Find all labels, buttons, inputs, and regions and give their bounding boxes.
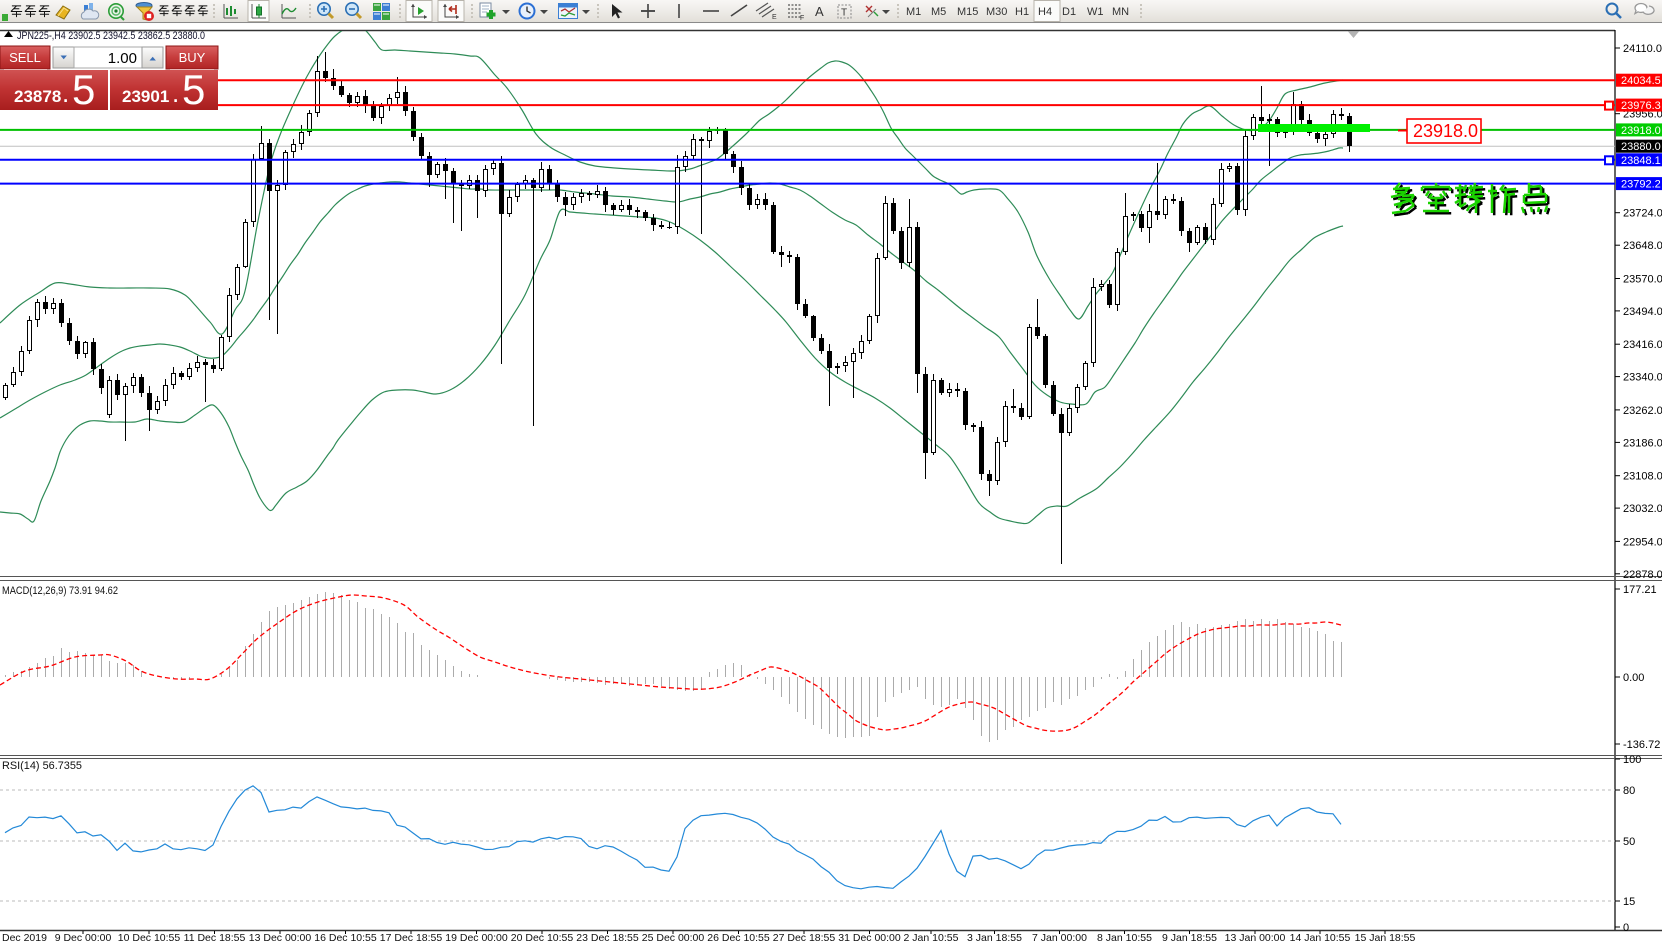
svg-text:W1: W1 — [1087, 6, 1104, 18]
svg-text:9 Dec 00:00: 9 Dec 00:00 — [55, 932, 112, 944]
svg-text:22878.0: 22878.0 — [1623, 569, 1662, 581]
svg-text:17 Dec 18:55: 17 Dec 18:55 — [380, 932, 443, 944]
svg-text:23880.0: 23880.0 — [1621, 141, 1661, 153]
svg-text:27 Dec 18:55: 27 Dec 18:55 — [773, 932, 836, 944]
svg-text:13 Jan 00:00: 13 Jan 00:00 — [1225, 932, 1286, 944]
svg-text:23494.0: 23494.0 — [1623, 306, 1662, 318]
svg-text:MACD(12,26,9) 73.91 94.62: MACD(12,26,9) 73.91 94.62 — [2, 585, 118, 597]
svg-text:23976.3: 23976.3 — [1621, 100, 1661, 112]
svg-text:MN: MN — [1112, 6, 1129, 18]
svg-text:BUY: BUY — [179, 50, 206, 65]
svg-text:23792.2: 23792.2 — [1621, 179, 1661, 191]
svg-text:31 Dec 00:00: 31 Dec 00:00 — [838, 932, 901, 944]
svg-text:23186.0: 23186.0 — [1623, 437, 1662, 449]
svg-text:.: . — [62, 78, 69, 108]
svg-text:23262.0: 23262.0 — [1623, 405, 1662, 417]
svg-text:7 Jan 00:00: 7 Jan 00:00 — [1032, 932, 1087, 944]
svg-text:H1: H1 — [1015, 6, 1029, 18]
svg-text:23918.0: 23918.0 — [1621, 125, 1661, 137]
svg-text:.: . — [172, 78, 179, 108]
svg-text:25 Dec 00:00: 25 Dec 00:00 — [642, 932, 705, 944]
svg-text:Dec 2019: Dec 2019 — [2, 932, 47, 944]
svg-text:E: E — [772, 14, 777, 21]
svg-text:5: 5 — [72, 66, 95, 113]
svg-text:24110.0: 24110.0 — [1623, 43, 1662, 55]
svg-text:3 Jan 18:55: 3 Jan 18:55 — [967, 932, 1022, 944]
svg-text:23878: 23878 — [14, 87, 61, 106]
svg-text:A: A — [815, 4, 824, 19]
svg-text:50: 50 — [1623, 836, 1635, 848]
svg-text:23648.0: 23648.0 — [1623, 240, 1662, 252]
svg-text:T: T — [841, 8, 847, 19]
svg-text:F: F — [800, 15, 804, 22]
svg-text:23724.0: 23724.0 — [1623, 208, 1662, 220]
svg-text:M15: M15 — [957, 6, 978, 18]
svg-text:23032.0: 23032.0 — [1623, 503, 1662, 515]
svg-text:80: 80 — [1623, 785, 1635, 797]
svg-text:20 Dec 10:55: 20 Dec 10:55 — [511, 932, 574, 944]
svg-text:23901: 23901 — [122, 87, 169, 106]
svg-text:177.21: 177.21 — [1623, 584, 1657, 596]
svg-text:M1: M1 — [906, 6, 921, 18]
svg-text:23416.0: 23416.0 — [1623, 339, 1662, 351]
svg-text:D1: D1 — [1062, 6, 1076, 18]
svg-text:RSI(14) 56.7355: RSI(14) 56.7355 — [2, 760, 82, 772]
svg-text:23 Dec 18:55: 23 Dec 18:55 — [576, 932, 639, 944]
svg-text:JPN225-,H4 23902.5 23942.5 23: JPN225-,H4 23902.5 23942.5 23862.5 23880… — [17, 30, 205, 42]
svg-text:9 Jan 18:55: 9 Jan 18:55 — [1162, 932, 1217, 944]
svg-text:16 Dec 10:55: 16 Dec 10:55 — [314, 932, 377, 944]
svg-text:5: 5 — [182, 66, 205, 113]
svg-text:15 Jan 18:55: 15 Jan 18:55 — [1355, 932, 1416, 944]
svg-text:22954.0: 22954.0 — [1623, 536, 1662, 548]
svg-text:26 Dec 10:55: 26 Dec 10:55 — [707, 932, 770, 944]
svg-text:0: 0 — [1623, 922, 1629, 934]
svg-text:15: 15 — [1623, 896, 1635, 908]
svg-text:SELL: SELL — [9, 50, 41, 65]
svg-text:M5: M5 — [931, 6, 946, 18]
svg-text:23956.0: 23956.0 — [1623, 109, 1662, 121]
svg-text:23848.1: 23848.1 — [1621, 155, 1661, 167]
svg-text:H4: H4 — [1038, 6, 1052, 18]
svg-text:10 Dec 10:55: 10 Dec 10:55 — [118, 932, 181, 944]
svg-text:23340.0: 23340.0 — [1623, 372, 1662, 384]
svg-text:100: 100 — [1623, 754, 1641, 766]
svg-text:1.00: 1.00 — [108, 50, 137, 67]
svg-text:13 Dec 00:00: 13 Dec 00:00 — [249, 932, 312, 944]
svg-text:-136.72: -136.72 — [1623, 739, 1660, 751]
svg-text:M30: M30 — [986, 6, 1007, 18]
svg-text:23108.0: 23108.0 — [1623, 471, 1662, 483]
svg-text:8 Jan 10:55: 8 Jan 10:55 — [1097, 932, 1152, 944]
svg-text:24034.5: 24034.5 — [1621, 75, 1661, 87]
svg-text:0.00: 0.00 — [1623, 672, 1644, 684]
svg-text:23918.0: 23918.0 — [1413, 121, 1478, 141]
svg-text:14 Jan 10:55: 14 Jan 10:55 — [1290, 932, 1351, 944]
svg-text:2 Jan 10:55: 2 Jan 10:55 — [904, 932, 959, 944]
svg-text:23570.0: 23570.0 — [1623, 274, 1662, 286]
svg-text:11 Dec 18:55: 11 Dec 18:55 — [184, 932, 246, 944]
svg-text:19 Dec 00:00: 19 Dec 00:00 — [445, 932, 508, 944]
